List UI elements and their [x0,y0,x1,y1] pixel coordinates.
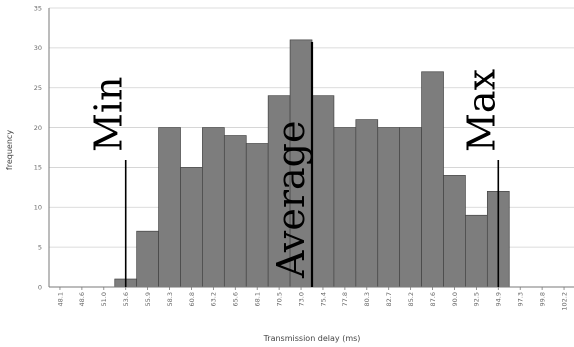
bar [377,127,401,288]
x-tick-label: 77.8 [341,292,349,306]
bar [223,135,247,288]
x-tick-label: 75.4 [319,292,327,306]
x-tick-label: 70.5 [275,292,283,306]
bar [180,167,203,288]
x-tick-label: 85.2 [407,292,415,306]
y-axis-label: frequency [5,130,14,170]
x-tick-label: 82.7 [385,292,393,306]
bar [421,71,444,288]
bar [465,214,488,288]
bar [311,95,335,288]
y-tick-label: 25 [34,84,42,92]
y-tick-label: 15 [34,164,42,172]
x-tick-label: 87.6 [429,292,437,306]
x-tick-label: 94.9 [495,292,503,306]
bar [443,175,466,288]
x-tick-label: 53.6 [122,292,130,306]
bar [355,119,379,288]
bar [399,127,422,288]
bar [333,127,357,288]
bar [202,127,225,288]
x-axis-label: Transmission delay (ms) [263,334,361,343]
y-tick-label: 20 [34,124,42,132]
x-tick-label: 55.9 [144,292,152,306]
x-tick-label: 90.0 [451,292,459,306]
x-tick-labels: 48.1 48.6 51.0 53.6 55.9 58.3 60.8 63.2 65.6 68.1… [56,292,568,311]
x-tick-label: 99.8 [538,292,546,306]
x-tick-label: 51.0 [100,292,108,306]
x-tick-label: 65.6 [232,292,240,306]
x-tick-label: 48.6 [78,292,86,306]
y-tick-labels: 0 5 10 15 20 25 30 35 [34,4,42,291]
x-tick-label: 92.5 [473,292,481,306]
annotation-label: Max [459,69,503,152]
x-tick-label: 58.3 [166,292,174,306]
x-tick-label: 48.1 [56,292,64,306]
y-tick-label: 10 [34,204,42,212]
x-tick-label: 80.3 [363,292,371,306]
annotation-label: Min [87,76,131,152]
x-tick-label: 63.2 [210,292,218,306]
annotations: Min Average Max [87,42,503,287]
annotation-label: Average [269,121,313,280]
x-tick-label: 68.1 [254,292,262,306]
y-tick-label: 35 [34,4,42,12]
bar [136,230,159,288]
bars [114,39,510,288]
bar [245,143,269,288]
y-tick-label: 0 [38,283,42,291]
x-tick-label: 102.2 [560,292,568,311]
y-tick-label: 30 [34,44,42,52]
x-tick-label: 97.3 [517,292,525,306]
x-tick-label: 73.0 [297,292,305,306]
y-tick-label: 5 [38,243,42,251]
bar [158,127,181,288]
x-tick-label: 60.8 [188,292,196,306]
